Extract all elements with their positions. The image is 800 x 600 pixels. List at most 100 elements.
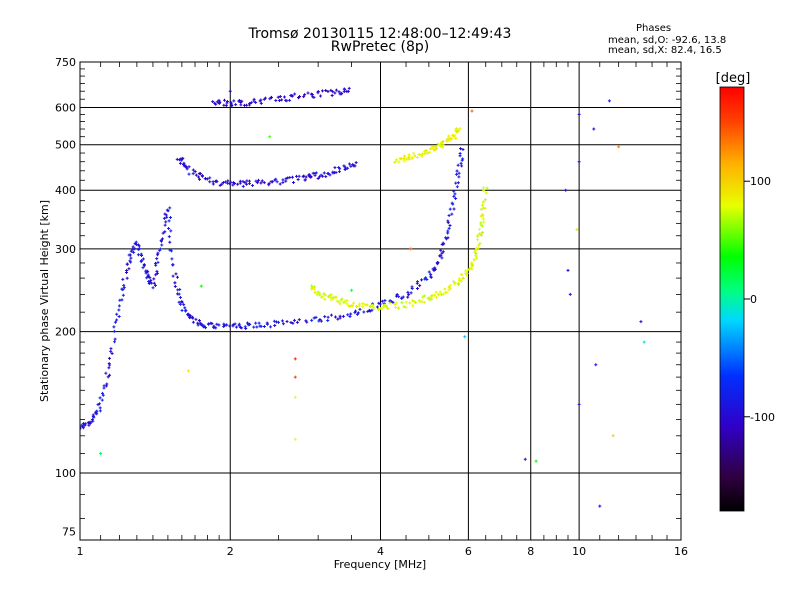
trace-point [259, 181, 263, 185]
trace-point [346, 313, 350, 317]
trace-point [198, 172, 202, 176]
trace-point [168, 206, 172, 210]
trace-point [448, 207, 452, 211]
trace-point [333, 91, 337, 95]
trace-point [324, 293, 328, 297]
trace-point [215, 322, 219, 326]
trace-point [185, 165, 189, 169]
trace-point [191, 168, 195, 172]
trace-point [297, 318, 301, 322]
trace-point [345, 299, 349, 303]
trace-point [455, 169, 459, 173]
trace-point [422, 300, 426, 304]
trace-point [129, 256, 133, 260]
trace-point [125, 268, 129, 272]
trace-point [440, 256, 444, 260]
trace-point [241, 179, 245, 183]
trace-point [303, 178, 307, 182]
trace-point [145, 276, 149, 280]
scatter-point [575, 227, 579, 231]
trace-point [380, 307, 384, 311]
trace-point [465, 271, 469, 275]
trace-point [225, 323, 229, 327]
trace-point [329, 313, 333, 317]
trace-point [452, 194, 456, 198]
trace-point [136, 253, 140, 257]
trace-point [428, 295, 432, 299]
trace-point [370, 308, 374, 312]
trace-point [312, 287, 316, 291]
trace-point [455, 185, 459, 189]
trace-point [178, 288, 182, 292]
trace-point [473, 250, 477, 254]
trace-point [204, 326, 208, 330]
trace-point [175, 275, 179, 279]
trace-point [109, 349, 113, 353]
trace-point [397, 295, 401, 299]
trace-point [98, 409, 102, 413]
trace-point [452, 280, 456, 284]
trace-point [170, 257, 174, 261]
trace-point [483, 198, 487, 202]
trace-point [349, 312, 353, 316]
trace-point [450, 201, 454, 205]
trace-point [178, 158, 182, 162]
trace-point [305, 320, 309, 324]
trace-point [117, 308, 121, 312]
trace-point [479, 221, 483, 225]
x-axis-label: Frequency [MHz] [334, 558, 426, 571]
trace-point [245, 182, 249, 186]
trace-point [319, 94, 323, 98]
trace-point [447, 138, 451, 142]
trace-point [163, 223, 167, 227]
y-tick-labels: 75 100 200 300 400 500 600 750 [55, 56, 76, 539]
trace-point [296, 178, 300, 182]
trace-point [297, 174, 301, 178]
trace-point [407, 153, 411, 157]
trace-point [435, 261, 439, 265]
trace-point [415, 287, 419, 291]
trace-point [457, 171, 461, 175]
trace-point [146, 275, 150, 279]
trace-point [458, 127, 462, 131]
trace-point [338, 167, 342, 171]
trace-point [110, 351, 114, 355]
trace-point [447, 288, 451, 292]
trace-point [388, 301, 392, 305]
scatter-point [577, 160, 581, 164]
trace-point [442, 242, 446, 246]
trace-point [378, 302, 382, 306]
trace-point [412, 151, 416, 155]
trace-point [214, 326, 218, 330]
trace-point [247, 322, 251, 326]
trace-point [285, 319, 289, 323]
y-tick-label: 300 [55, 243, 76, 256]
trace-point [150, 281, 154, 285]
trace-point [98, 396, 102, 400]
scatter-point [617, 145, 621, 149]
trace-point [447, 226, 451, 230]
trace-point [149, 278, 153, 282]
trace-point [233, 181, 237, 185]
trace-point [146, 270, 150, 274]
trace-point [424, 150, 428, 154]
trace-point [423, 152, 427, 156]
trace-point [445, 290, 449, 294]
axis-ticks [80, 62, 681, 540]
trace-point [269, 325, 273, 329]
y-tick-label: 400 [55, 184, 76, 197]
trace-point [316, 89, 320, 93]
trace-point [406, 290, 410, 294]
trace-point [358, 307, 362, 311]
trace-point [244, 326, 248, 330]
trace-point [433, 293, 437, 297]
y-tick-label: 100 [55, 467, 76, 480]
trace-point [173, 284, 177, 288]
trace-point [160, 243, 164, 247]
trace-point [267, 182, 271, 186]
trace-point [292, 181, 295, 184]
colorbar-ticks: 100 0 -100 [744, 175, 775, 424]
trace-point [481, 186, 485, 190]
trace-point [115, 318, 119, 322]
trace-point [421, 295, 425, 299]
